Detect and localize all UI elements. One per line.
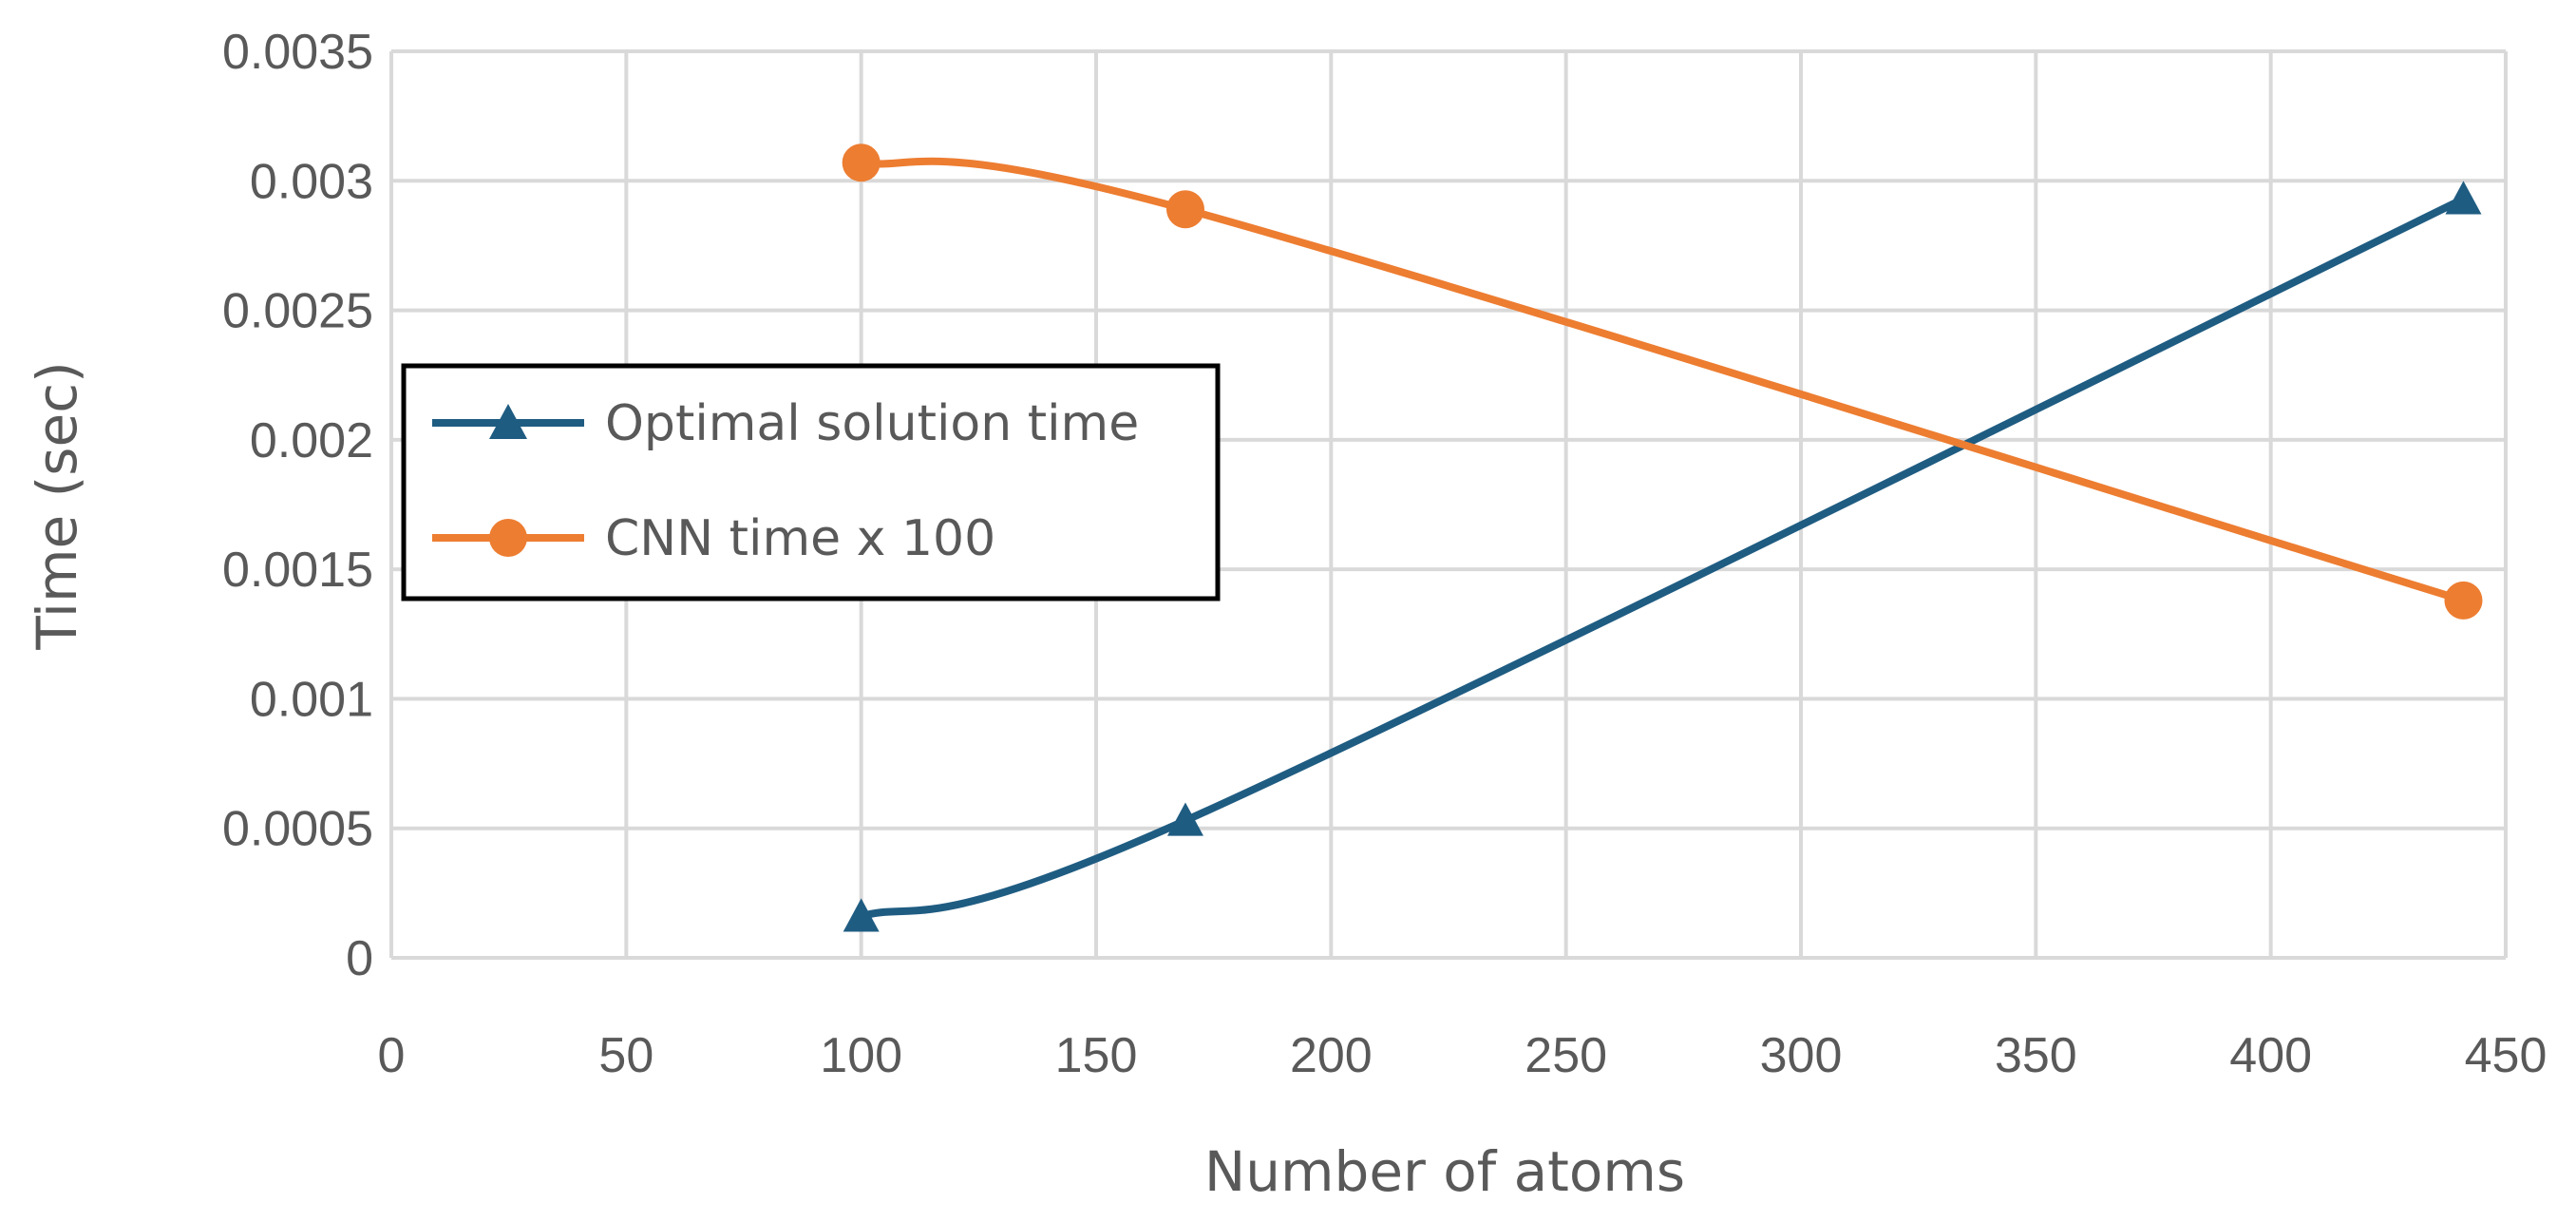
legend: Optimal solution time CNN time x 100 [401, 363, 1221, 601]
series-layer [842, 143, 2483, 932]
data-point-optimal-solution [2445, 181, 2482, 215]
x-tick-label: 350 [1995, 1028, 2077, 1083]
x-tick-label: 400 [2229, 1028, 2312, 1083]
x-tick-label: 50 [598, 1028, 653, 1083]
legend-label-optimal: Optimal solution time [605, 395, 1139, 452]
x-axis-ticks: 0 50 100 150 200 250 300 350 400 450 [378, 1028, 2548, 1083]
legend-box [401, 363, 1221, 601]
x-tick-label: 300 [1760, 1028, 1843, 1083]
series-line-optimal-solution [860, 195, 2466, 921]
y-tick-label: 0.001 [250, 672, 373, 727]
y-tick-label: 0.003 [250, 154, 373, 209]
y-tick-label: 0.0035 [222, 25, 373, 80]
y-tick-label: 0.002 [250, 413, 373, 468]
y-axis-ticks: 0 0.0005 0.001 0.0015 0.002 0.0025 0.003 0.0035 [222, 25, 373, 986]
x-tick-label: 100 [820, 1028, 902, 1083]
legend-circle-marker-icon [489, 519, 527, 557]
legend-triangle-marker-icon [489, 404, 527, 439]
data-point-cnn-time [1165, 190, 1204, 229]
x-tick-label: 150 [1055, 1028, 1138, 1083]
data-point-cnn-time [2444, 581, 2483, 620]
x-tick-label: 200 [1290, 1028, 1373, 1083]
x-tick-label: 250 [1525, 1028, 1607, 1083]
data-point-optimal-solution [1166, 802, 1203, 836]
y-tick-label: 0.0015 [222, 543, 373, 598]
legend-label-cnn: CNN time x 100 [605, 510, 995, 567]
x-axis-title: Number of atoms [1204, 1139, 1685, 1204]
data-point-optimal-solution [843, 898, 880, 932]
y-tick-label: 0.0025 [222, 284, 373, 339]
data-point-cnn-time [842, 143, 881, 182]
y-axis-title: Time (sec) [25, 361, 89, 650]
series-line-cnn-time [861, 157, 2465, 604]
y-tick-label: 0 [346, 931, 373, 986]
x-tick-label: 450 [2465, 1028, 2548, 1083]
y-tick-label: 0.0005 [222, 802, 373, 857]
x-tick-label: 0 [378, 1028, 406, 1083]
